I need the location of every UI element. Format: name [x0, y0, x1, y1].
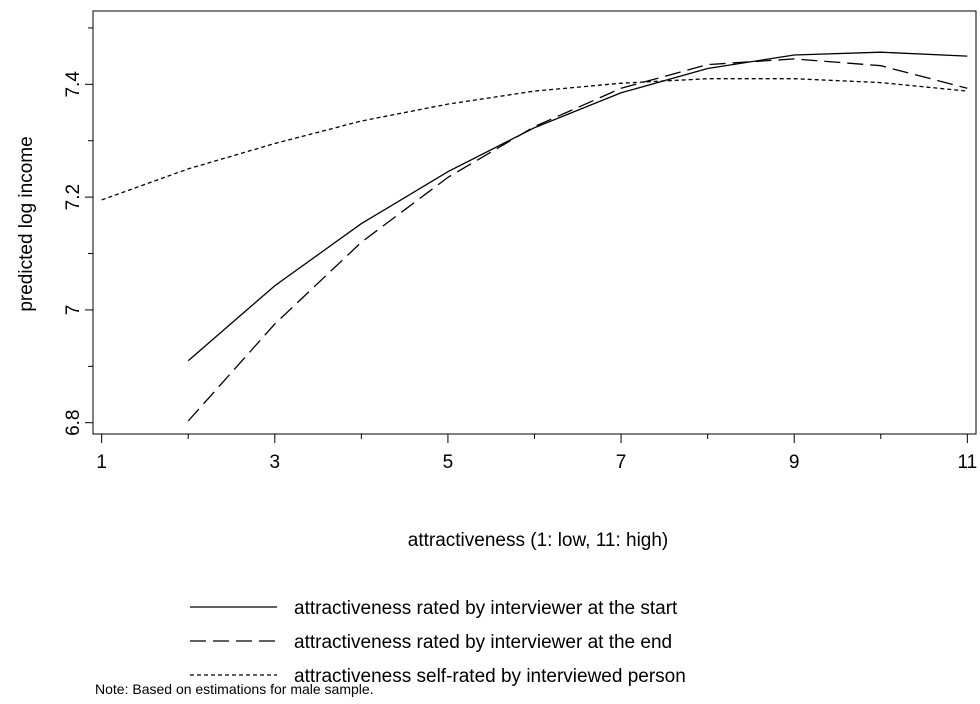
series-layer	[101, 51, 968, 422]
legend-label-3: attractiveness self-rated by interviewed…	[294, 666, 686, 687]
series-line-3	[101, 78, 968, 201]
legend-label-2: attractiveness rated by interviewer at t…	[294, 632, 672, 653]
y-tick-label: 7.2	[63, 184, 84, 210]
x-axis-title: attractiveness (1: low, 11: high)	[408, 530, 669, 551]
x-tick-label: 11	[957, 452, 977, 473]
x-tick-label: 1	[96, 452, 107, 473]
y-axis: 6.8 7 7.2 7.4	[63, 27, 93, 436]
y-tick-label: 7.4	[63, 71, 84, 98]
legend: attractiveness rated by interviewer at t…	[190, 598, 686, 687]
series-line-2	[187, 58, 968, 422]
plot-frame	[92, 10, 977, 435]
y-tick-label: 6.8	[63, 410, 84, 436]
chart-note: Note: Based on estimations for male samp…	[95, 681, 374, 697]
legend-label-1: attractiveness rated by interviewer at t…	[294, 598, 678, 619]
x-tick-label: 5	[443, 452, 454, 473]
series-line-1	[187, 51, 968, 362]
x-tick-label: 3	[270, 452, 281, 473]
x-tick-label: 7	[616, 452, 627, 473]
y-axis-title: predicted log income	[16, 136, 37, 311]
y-tick-label: 7	[63, 305, 84, 316]
x-axis: 1 3 5 7 9 11	[96, 434, 977, 473]
x-tick-label: 9	[789, 452, 800, 473]
